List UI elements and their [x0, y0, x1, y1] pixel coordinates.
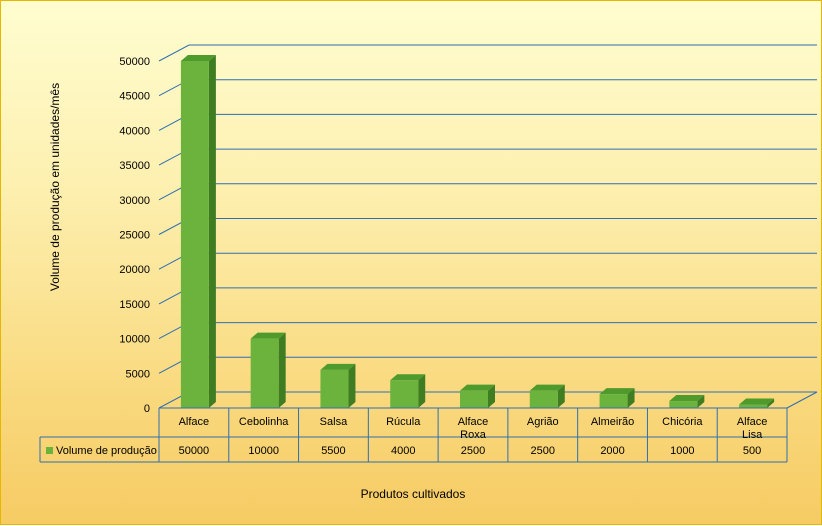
bar — [739, 398, 775, 408]
data-label: 500 — [743, 445, 761, 457]
bar — [599, 388, 635, 408]
bar-front — [320, 369, 349, 408]
gridline — [158, 218, 817, 235]
bar-top — [599, 388, 635, 395]
bar — [669, 395, 705, 408]
bar — [529, 384, 565, 408]
bar-top — [250, 332, 286, 339]
x-tick-label: Cebolinha — [239, 416, 289, 428]
bar-top — [739, 398, 775, 405]
bar-front — [739, 404, 768, 408]
bar-top — [460, 384, 495, 391]
bar-side — [627, 388, 635, 408]
bar-top — [529, 384, 565, 391]
bar — [180, 55, 216, 408]
floor-side-edge — [786, 391, 818, 409]
x-tick-label: Lisa — [742, 429, 763, 441]
bar-front — [390, 380, 419, 408]
bar-side — [278, 332, 286, 408]
y-tick-label: 30000 — [119, 195, 150, 207]
bar-front — [250, 338, 279, 408]
data-label: 2500 — [461, 445, 485, 457]
y-tick-label: 45000 — [119, 91, 150, 103]
legend-swatch — [46, 447, 53, 454]
data-label: 10000 — [248, 445, 279, 457]
gridline — [158, 287, 817, 305]
bar-front — [669, 401, 698, 408]
data-label: 1000 — [670, 445, 694, 457]
bar-top — [320, 363, 356, 370]
y-tick-label: 50000 — [119, 56, 150, 68]
y-tick-label: 15000 — [119, 299, 150, 311]
bar-top — [669, 395, 705, 402]
y-axis-title: Volume de produção em unidades/mês — [48, 83, 62, 291]
x-tick-label: Rúcula — [386, 416, 421, 428]
y-tick-label: 35000 — [119, 160, 150, 172]
data-label: 4000 — [391, 445, 415, 457]
bar-side — [557, 384, 565, 408]
bar-top — [180, 55, 216, 61]
bar — [390, 374, 426, 408]
bars — [180, 55, 775, 408]
x-tick-label: Alface — [737, 416, 768, 428]
x-tick-label: Almeirão — [591, 416, 634, 428]
gridline — [158, 44, 817, 62]
y-tick-label: 25000 — [119, 230, 150, 242]
bar-side — [767, 398, 775, 408]
x-tick-label: Chicória — [662, 416, 703, 428]
y-tick-label: 10000 — [119, 334, 150, 346]
data-label: 2000 — [600, 445, 624, 457]
y-tick-label: 20000 — [119, 264, 150, 276]
x-tick-label: Alface — [458, 416, 489, 428]
gridline — [158, 183, 817, 201]
x-tick-label: Alface — [179, 416, 210, 428]
bar-side — [348, 363, 356, 408]
data-label: 5500 — [321, 445, 345, 457]
bar-side — [208, 55, 216, 408]
bar-front — [529, 390, 558, 408]
bar-side — [697, 395, 705, 408]
x-tick-label: Salsa — [320, 416, 348, 428]
x-tick-label: Agrião — [527, 416, 559, 428]
y-tick-label: 5000 — [126, 368, 150, 380]
x-axis-title: Produtos cultivados — [361, 487, 466, 501]
bar — [460, 384, 495, 408]
y-tick-label: 40000 — [119, 125, 150, 137]
bar-front — [460, 390, 488, 408]
gridline — [158, 113, 817, 131]
bar-front — [180, 61, 209, 408]
legend-series-name: Volume de produção — [56, 445, 157, 457]
data-table: Alface 50000 Cebolinha 10000 Salsa 5500 Rúcula… — [39, 407, 788, 463]
bar-side — [418, 374, 426, 408]
y-axis-ticks: 0 5000 10000 15000 20000 25000 30000 35000 40000… — [119, 56, 150, 415]
bar-front — [599, 394, 628, 408]
y-tick-label: 0 — [144, 403, 150, 415]
gridline — [158, 252, 817, 270]
data-label: 2500 — [531, 445, 555, 457]
data-label: 50000 — [179, 445, 210, 457]
x-tick-label: Roxa — [460, 429, 487, 441]
bar — [250, 332, 286, 408]
bar-side — [488, 384, 495, 408]
gridline — [158, 79, 817, 97]
bar — [320, 363, 356, 408]
gridline — [158, 148, 817, 166]
bar-top — [390, 374, 426, 381]
